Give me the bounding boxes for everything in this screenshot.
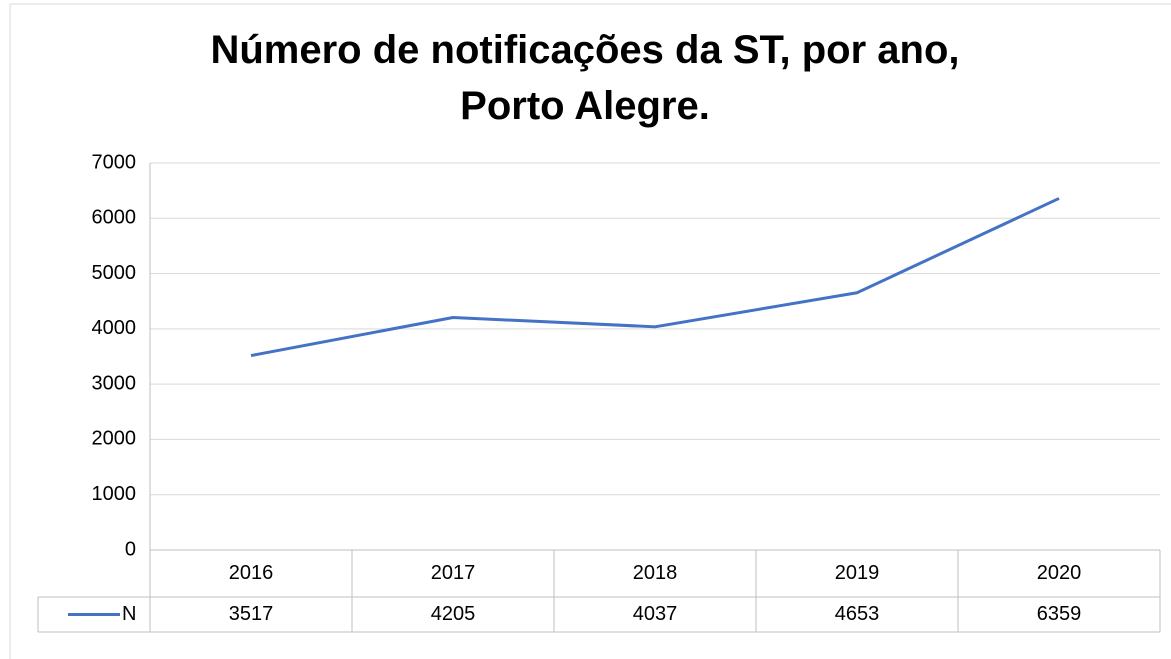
table-value: 3517 xyxy=(229,603,274,625)
y-tick-label: 7000 xyxy=(92,151,137,173)
table-value: 6359 xyxy=(1037,603,1082,625)
y-tick-label: 2000 xyxy=(92,428,137,450)
x-tick-label: 2016 xyxy=(229,562,274,584)
table-value: 4205 xyxy=(431,603,476,625)
y-tick-label: 6000 xyxy=(92,207,137,229)
legend-label: N xyxy=(122,603,136,625)
y-tick-label: 5000 xyxy=(92,262,137,284)
series-line xyxy=(250,197,1060,358)
table-value: 4653 xyxy=(835,603,880,625)
x-tick-label: 2020 xyxy=(1037,562,1082,584)
x-tick-label: 2018 xyxy=(633,562,678,584)
x-tick-label: 2017 xyxy=(431,562,476,584)
x-tick-label: 2019 xyxy=(835,562,880,584)
chart-title: Número de notificações da ST, por ano, P… xyxy=(210,28,960,128)
y-tick-label: 3000 xyxy=(92,372,137,394)
table-value: 4037 xyxy=(633,603,678,625)
y-tick-label: 4000 xyxy=(92,317,137,339)
y-tick-label: 1000 xyxy=(92,483,137,505)
y-tick-label: 0 xyxy=(125,538,136,560)
